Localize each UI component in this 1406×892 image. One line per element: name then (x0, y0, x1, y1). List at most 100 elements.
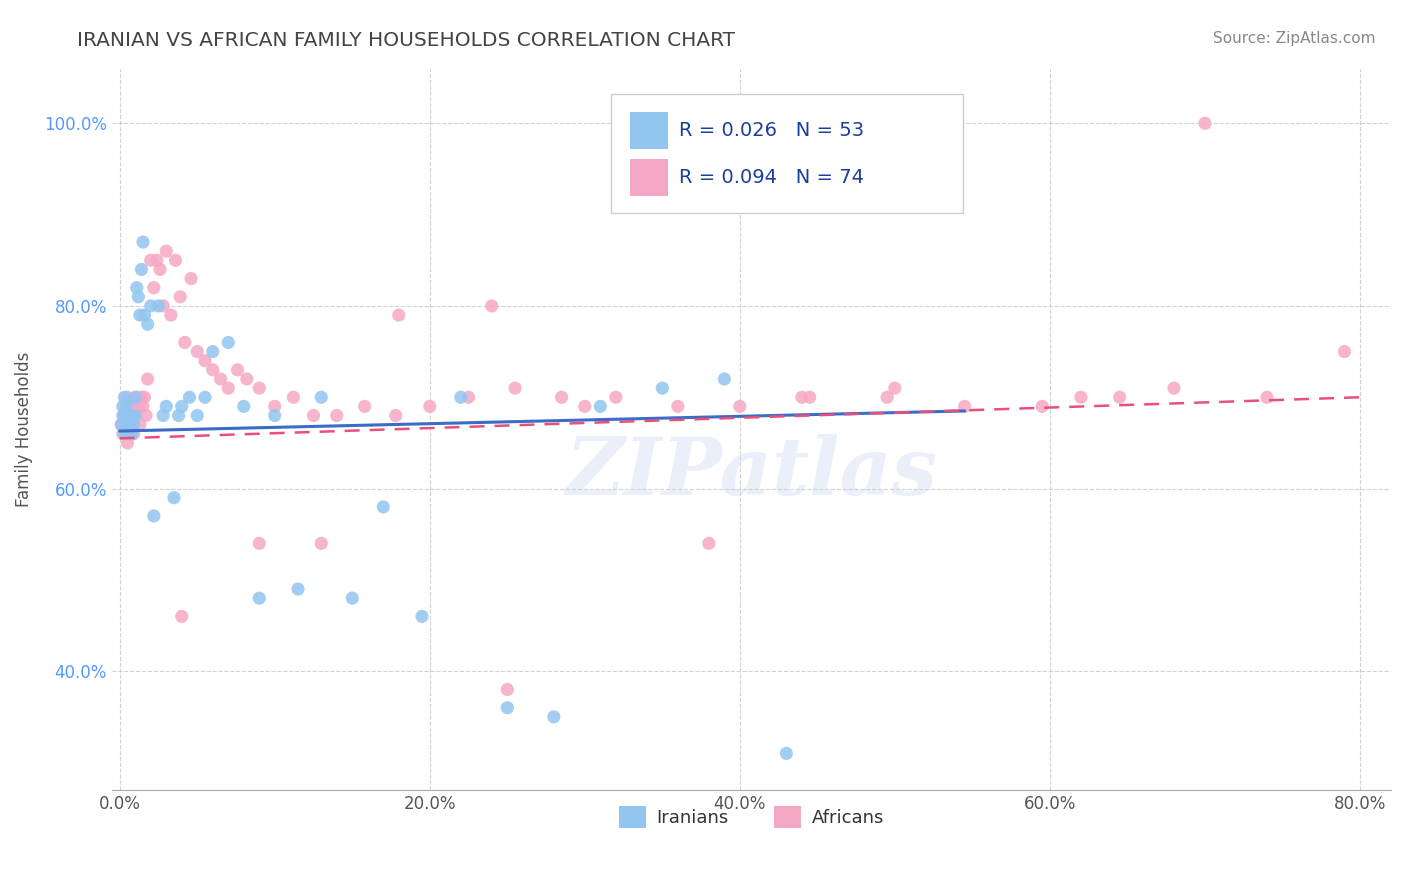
Text: IRANIAN VS AFRICAN FAMILY HOUSEHOLDS CORRELATION CHART: IRANIAN VS AFRICAN FAMILY HOUSEHOLDS COR… (77, 31, 735, 50)
Point (125, 281, 148, 295)
Point (121, 400, 143, 414)
Point (131, 390, 153, 404)
Point (111, 426, 134, 441)
Point (112, 409, 135, 423)
Text: ZIPatlas: ZIPatlas (565, 434, 938, 511)
Point (152, 409, 174, 423)
Point (287, 582, 309, 596)
Point (194, 390, 217, 404)
Point (574, 400, 596, 414)
Point (775, 747, 797, 761)
Point (173, 335, 195, 350)
Point (247, 591, 270, 606)
Point (127, 400, 149, 414)
Point (209, 372, 232, 386)
Point (165, 253, 187, 268)
Point (605, 390, 627, 404)
Point (411, 609, 433, 624)
Text: Source: ZipAtlas.com: Source: ZipAtlas.com (1212, 31, 1375, 46)
Point (149, 262, 172, 277)
Point (120, 422, 142, 436)
Point (170, 609, 193, 624)
Point (122, 417, 145, 432)
Point (128, 308, 150, 322)
Point (353, 400, 375, 414)
Point (550, 390, 572, 404)
Point (128, 417, 150, 432)
Point (1256, 390, 1278, 404)
Point (263, 409, 285, 423)
Point (666, 400, 689, 414)
Point (139, 253, 162, 268)
Point (309, 390, 332, 404)
Point (799, 390, 821, 404)
Point (543, 710, 565, 724)
Point (148, 299, 170, 313)
Point (232, 400, 254, 414)
Point (373, 500, 395, 514)
Point (115, 404, 138, 418)
Point (121, 426, 143, 441)
Point (179, 390, 201, 404)
Point (503, 381, 526, 395)
Point (115, 422, 138, 436)
Point (1031, 400, 1053, 414)
Point (247, 536, 270, 550)
Point (111, 409, 134, 423)
Point (120, 422, 142, 436)
Y-axis label: Family Households: Family Households (15, 351, 32, 507)
Point (201, 344, 224, 359)
Point (589, 400, 612, 414)
Point (124, 409, 146, 423)
Point (122, 426, 145, 441)
Point (134, 308, 156, 322)
Point (117, 390, 139, 404)
Point (419, 400, 441, 414)
Point (117, 436, 139, 450)
Point (135, 409, 157, 423)
Point (155, 244, 177, 259)
Point (132, 400, 155, 414)
Point (131, 262, 153, 277)
Point (139, 299, 162, 313)
Point (118, 426, 141, 441)
Point (201, 363, 224, 377)
Point (326, 409, 349, 423)
Point (651, 381, 673, 395)
Point (112, 390, 135, 404)
Point (117, 417, 139, 432)
Point (309, 536, 332, 550)
Point (169, 290, 191, 304)
Point (136, 317, 159, 331)
Point (450, 390, 472, 404)
Point (457, 390, 479, 404)
Point (110, 417, 132, 432)
Point (1333, 344, 1355, 359)
Point (876, 390, 898, 404)
Point (388, 308, 411, 322)
Point (110, 417, 132, 432)
Point (142, 281, 165, 295)
Point (167, 409, 190, 423)
Point (136, 372, 159, 386)
Point (713, 372, 735, 386)
Point (127, 290, 149, 304)
Point (247, 381, 270, 395)
Point (283, 390, 305, 404)
Point (217, 335, 239, 350)
Point (118, 426, 141, 441)
Point (194, 353, 217, 368)
Point (118, 404, 141, 418)
Point (728, 400, 751, 414)
Point (217, 381, 239, 395)
Point (152, 299, 174, 313)
Point (883, 381, 905, 395)
Point (263, 400, 285, 414)
Point (186, 409, 208, 423)
Point (953, 400, 976, 414)
Point (146, 253, 169, 268)
Point (115, 400, 138, 414)
Point (384, 409, 406, 423)
Point (121, 409, 143, 423)
FancyBboxPatch shape (610, 94, 963, 213)
